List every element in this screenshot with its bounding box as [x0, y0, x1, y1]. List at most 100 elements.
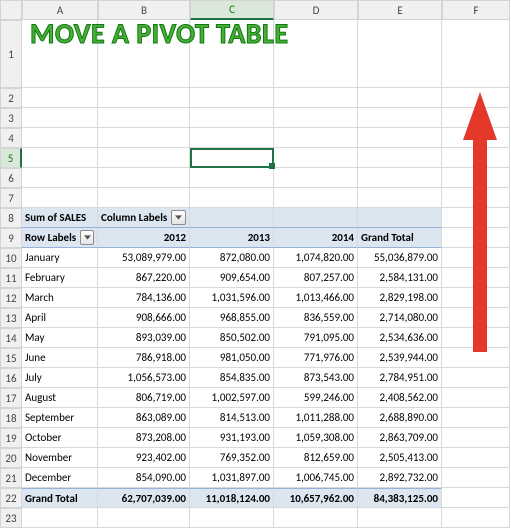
value-2012[interactable]: 867,220.00: [98, 268, 190, 288]
cell-B5[interactable]: [98, 148, 190, 168]
cell-E4[interactable]: [358, 128, 442, 148]
cell-A23[interactable]: [22, 508, 98, 528]
col-header-E[interactable]: E: [358, 0, 442, 20]
value-total[interactable]: 2,892,732.00: [358, 468, 442, 488]
cell-F7[interactable]: [442, 188, 510, 208]
cell-E6[interactable]: [358, 168, 442, 188]
row-header-6[interactable]: 6: [0, 168, 22, 188]
cell-F10[interactable]: [442, 248, 510, 268]
cell-F15[interactable]: [442, 348, 510, 368]
pivot-column-labels[interactable]: Column Labels: [98, 208, 190, 228]
value-2013[interactable]: 1,031,897.00: [190, 468, 274, 488]
cell-F5[interactable]: [442, 148, 510, 168]
row-header-9[interactable]: 9: [0, 228, 22, 248]
cell-F9[interactable]: [442, 228, 510, 248]
cell-F13[interactable]: [442, 308, 510, 328]
value-2012[interactable]: 854,090.00: [98, 468, 190, 488]
value-total[interactable]: 2,829,198.00: [358, 288, 442, 308]
value-2014[interactable]: 1,074,820.00: [274, 248, 358, 268]
month-label[interactable]: February: [22, 268, 98, 288]
value-2014[interactable]: 771,976.00: [274, 348, 358, 368]
month-label[interactable]: April: [22, 308, 98, 328]
value-2012[interactable]: 873,208.00: [98, 428, 190, 448]
value-2012[interactable]: 806,719.00: [98, 388, 190, 408]
cell-C23[interactable]: [190, 508, 274, 528]
value-2012[interactable]: 923,402.00: [98, 448, 190, 468]
col-header-B[interactable]: B: [98, 0, 190, 20]
row-header-2[interactable]: 2: [0, 88, 22, 108]
value-total[interactable]: 2,784,951.00: [358, 368, 442, 388]
grand-total-header[interactable]: Grand Total: [358, 228, 442, 248]
value-2013[interactable]: 909,654.00: [190, 268, 274, 288]
col-header-A[interactable]: A: [22, 0, 98, 20]
year-2014-header[interactable]: 2014: [274, 228, 358, 248]
value-total[interactable]: 2,539,944.00: [358, 348, 442, 368]
value-2014[interactable]: 836,559.00: [274, 308, 358, 328]
cell-D7[interactable]: [274, 188, 358, 208]
value-total[interactable]: 2,688,890.00: [358, 408, 442, 428]
value-2014[interactable]: 807,257.00: [274, 268, 358, 288]
cell-F2[interactable]: [442, 88, 510, 108]
value-2014[interactable]: 599,246.00: [274, 388, 358, 408]
cell-B4[interactable]: [98, 128, 190, 148]
month-label[interactable]: May: [22, 328, 98, 348]
cell-A7[interactable]: [22, 188, 98, 208]
pivot-sum-label[interactable]: Sum of SALES: [22, 208, 98, 228]
col-header-C[interactable]: C: [190, 0, 274, 20]
cell-E7[interactable]: [358, 188, 442, 208]
month-label[interactable]: January: [22, 248, 98, 268]
month-label[interactable]: July: [22, 368, 98, 388]
row-header-16[interactable]: 16: [0, 368, 22, 388]
cell-F14[interactable]: [442, 328, 510, 348]
cell-C1[interactable]: [190, 20, 274, 88]
month-label[interactable]: October: [22, 428, 98, 448]
value-2014[interactable]: 1,059,308.00: [274, 428, 358, 448]
cell-A5[interactable]: [22, 148, 98, 168]
cell-F6[interactable]: [442, 168, 510, 188]
row-header-13[interactable]: 13: [0, 308, 22, 328]
month-label[interactable]: December: [22, 468, 98, 488]
cell-C6[interactable]: [190, 168, 274, 188]
cell-D23[interactable]: [274, 508, 358, 528]
cell-F18[interactable]: [442, 408, 510, 428]
select-all-corner[interactable]: [0, 0, 22, 20]
value-total[interactable]: 2,863,709.00: [358, 428, 442, 448]
cell-C4[interactable]: [190, 128, 274, 148]
column-labels-filter-button[interactable]: [171, 210, 186, 225]
cell-E5[interactable]: [358, 148, 442, 168]
pivot-row-labels[interactable]: Row Labels: [22, 228, 98, 248]
cell-B7[interactable]: [98, 188, 190, 208]
cell-F23[interactable]: [442, 508, 510, 528]
row-header-15[interactable]: 15: [0, 348, 22, 368]
month-label[interactable]: September: [22, 408, 98, 428]
spreadsheet-grid[interactable]: A B C D E F 1 MOVE A PIVOT TABLE 2 3 4 5: [0, 0, 511, 528]
value-2012[interactable]: 863,089.00: [98, 408, 190, 428]
cell-E23[interactable]: [358, 508, 442, 528]
row-header-11[interactable]: 11: [0, 268, 22, 288]
value-total[interactable]: 2,714,080.00: [358, 308, 442, 328]
row-header-19[interactable]: 19: [0, 428, 22, 448]
cell-C5[interactable]: [190, 148, 274, 168]
value-total[interactable]: 55,036,879.00: [358, 248, 442, 268]
grand-total-all[interactable]: 84,383,125.00: [358, 488, 442, 508]
value-2014[interactable]: 873,543.00: [274, 368, 358, 388]
cell-F21[interactable]: [442, 468, 510, 488]
cell-C7[interactable]: [190, 188, 274, 208]
year-2013-header[interactable]: 2013: [190, 228, 274, 248]
cell-A2[interactable]: [22, 88, 98, 108]
value-2014[interactable]: 1,006,745.00: [274, 468, 358, 488]
grand-total-2013[interactable]: 11,018,124.00: [190, 488, 274, 508]
value-2013[interactable]: 968,855.00: [190, 308, 274, 328]
cell-B6[interactable]: [98, 168, 190, 188]
cell-E2[interactable]: [358, 88, 442, 108]
row-header-21[interactable]: 21: [0, 468, 22, 488]
cell-D4[interactable]: [274, 128, 358, 148]
row-header-20[interactable]: 20: [0, 448, 22, 468]
cell-A4[interactable]: [22, 128, 98, 148]
cell-D2[interactable]: [274, 88, 358, 108]
value-2013[interactable]: 850,502.00: [190, 328, 274, 348]
month-label[interactable]: November: [22, 448, 98, 468]
month-label[interactable]: June: [22, 348, 98, 368]
cell-D8[interactable]: [274, 208, 358, 228]
col-header-D[interactable]: D: [274, 0, 358, 20]
